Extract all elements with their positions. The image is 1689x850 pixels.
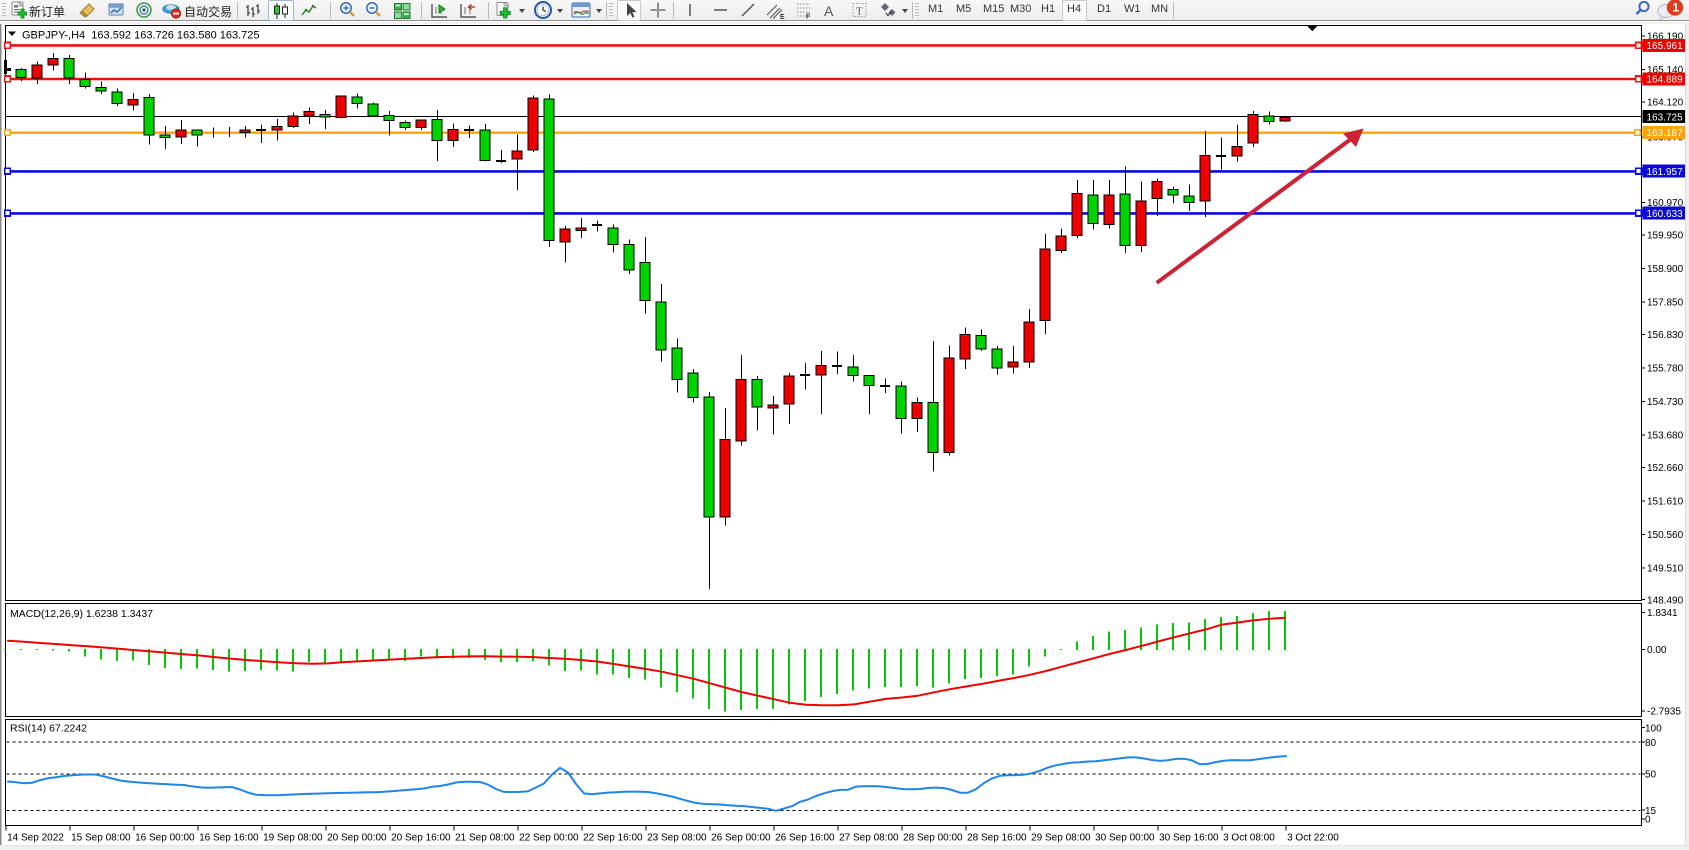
svg-text:152.660: 152.660	[1647, 463, 1684, 474]
svg-text:22 Sep 00:00: 22 Sep 00:00	[519, 833, 579, 844]
svg-text:157.850: 157.850	[1647, 298, 1684, 309]
svg-text:161.957: 161.957	[1647, 167, 1684, 178]
svg-text:23 Sep 08:00: 23 Sep 08:00	[647, 833, 707, 844]
svg-text:0.00: 0.00	[1647, 645, 1667, 656]
svg-text:3 Oct 22:00: 3 Oct 22:00	[1287, 833, 1339, 844]
svg-text:20 Sep 16:00: 20 Sep 16:00	[391, 833, 451, 844]
svg-text:164.889: 164.889	[1647, 75, 1684, 86]
svg-text:28 Sep 16:00: 28 Sep 16:00	[967, 833, 1027, 844]
svg-text:158.900: 158.900	[1647, 264, 1684, 275]
svg-text:29 Sep 08:00: 29 Sep 08:00	[1031, 833, 1091, 844]
svg-text:21 Sep 08:00: 21 Sep 08:00	[455, 833, 515, 844]
svg-text:154.730: 154.730	[1647, 397, 1684, 408]
svg-text:30 Sep 00:00: 30 Sep 00:00	[1095, 833, 1155, 844]
svg-text:165.140: 165.140	[1647, 65, 1684, 76]
svg-text:30 Sep 16:00: 30 Sep 16:00	[1159, 833, 1219, 844]
svg-text:T: T	[856, 6, 863, 18]
svg-text:160.633: 160.633	[1647, 209, 1684, 220]
svg-text:14 Sep 2022: 14 Sep 2022	[7, 833, 64, 844]
svg-text:26 Sep 16:00: 26 Sep 16:00	[775, 833, 835, 844]
svg-text:100: 100	[1645, 723, 1662, 734]
svg-text:149.510: 149.510	[1647, 564, 1684, 575]
svg-text:-2.7935: -2.7935	[1647, 707, 1681, 718]
svg-text:150.560: 150.560	[1647, 530, 1684, 541]
svg-text:26 Sep 00:00: 26 Sep 00:00	[711, 833, 771, 844]
svg-text:148.490: 148.490	[1647, 595, 1684, 606]
svg-text:GBPJPY-,H4 163.592 163.726 16: GBPJPY-,H4 163.592 163.726 163.580 163.7…	[22, 30, 260, 42]
svg-text:0: 0	[1645, 815, 1651, 826]
svg-text:1: 1	[1673, 1, 1680, 15]
svg-text:22 Sep 16:00: 22 Sep 16:00	[583, 833, 643, 844]
svg-text:156.830: 156.830	[1647, 330, 1684, 341]
svg-text:RSI(14) 67.2242: RSI(14) 67.2242	[10, 723, 87, 735]
svg-text:16 Sep 00:00: 16 Sep 00:00	[135, 833, 195, 844]
svg-text:3 Oct 08:00: 3 Oct 08:00	[1223, 833, 1275, 844]
svg-text:80: 80	[1645, 738, 1657, 749]
svg-text:164.120: 164.120	[1647, 98, 1684, 109]
svg-text:50: 50	[1645, 770, 1657, 781]
svg-text:16 Sep 16:00: 16 Sep 16:00	[199, 833, 259, 844]
svg-text:163.725: 163.725	[1647, 112, 1684, 123]
svg-text:19 Sep 08:00: 19 Sep 08:00	[263, 833, 323, 844]
svg-text:20 Sep 00:00: 20 Sep 00:00	[327, 833, 387, 844]
svg-text:160.970: 160.970	[1647, 198, 1684, 209]
svg-text:159.950: 159.950	[1647, 231, 1684, 242]
svg-text:E: E	[780, 14, 785, 21]
svg-text:1.8341: 1.8341	[1647, 608, 1678, 619]
svg-text:F: F	[806, 14, 811, 21]
svg-text:165.961: 165.961	[1647, 41, 1684, 52]
svg-text:153.680: 153.680	[1647, 431, 1684, 442]
svg-text:28 Sep 00:00: 28 Sep 00:00	[903, 833, 963, 844]
svg-text:166.190: 166.190	[1647, 32, 1684, 43]
svg-text:155.780: 155.780	[1647, 364, 1684, 375]
svg-text:151.610: 151.610	[1647, 497, 1684, 508]
svg-text:27 Sep 08:00: 27 Sep 08:00	[839, 833, 899, 844]
svg-text:15: 15	[1645, 806, 1657, 817]
svg-text:MACD(12,26,9) 1.6238 1.3437: MACD(12,26,9) 1.6238 1.3437	[10, 608, 153, 620]
svg-text:163.187: 163.187	[1647, 128, 1684, 139]
svg-text:15 Sep 08:00: 15 Sep 08:00	[71, 833, 131, 844]
